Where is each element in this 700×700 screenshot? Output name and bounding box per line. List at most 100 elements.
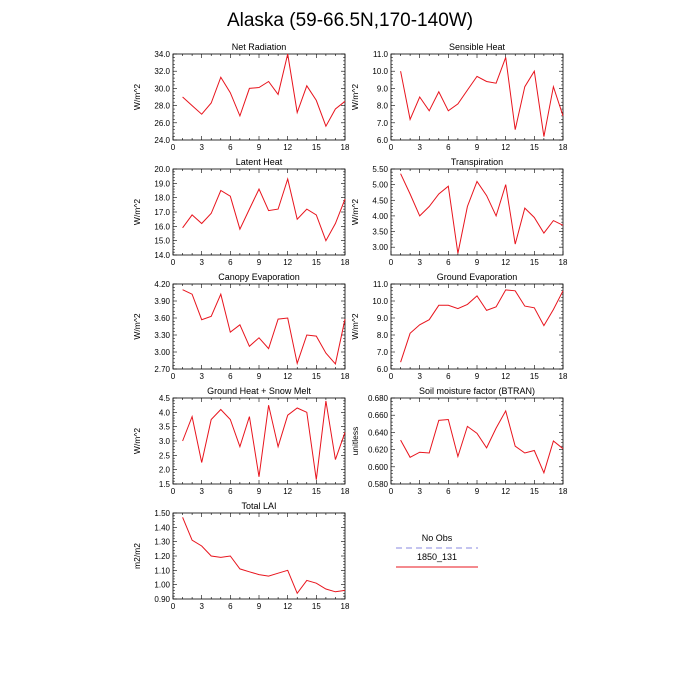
y-axis-label: W/m^2 (132, 199, 142, 225)
x-tick-label: 9 (475, 143, 480, 152)
y-tick-label: 0.620 (368, 446, 389, 455)
panel-title: Net Radiation (232, 42, 287, 52)
y-axis-label: W/m^2 (350, 199, 360, 225)
y-tick-label: 19.0 (154, 179, 170, 188)
y-tick-label: 28.0 (154, 102, 170, 111)
series-line (400, 173, 564, 254)
y-tick-label: 8.0 (377, 331, 389, 340)
y-tick-label: 15.0 (154, 237, 170, 246)
plot-frame (172, 53, 346, 141)
panel-title: Ground Heat + Snow Melt (207, 386, 311, 396)
y-tick-label: 11.0 (373, 50, 389, 59)
x-tick-label: 12 (283, 143, 292, 152)
series-line (400, 409, 564, 475)
y-tick-label: 4.5 (159, 394, 171, 403)
plot-frame (172, 168, 346, 256)
x-tick-label: 9 (475, 258, 480, 267)
y-tick-label: 30.0 (154, 84, 170, 93)
y-tick-label: 1.50 (154, 509, 170, 518)
y-tick-label: 14.0 (154, 251, 170, 260)
y-tick-label: 5.00 (372, 181, 388, 190)
series-line (182, 400, 346, 480)
x-tick-label: 3 (199, 487, 204, 496)
x-tick-label: 0 (171, 602, 176, 611)
x-tick-label: 18 (341, 602, 350, 611)
series-line (182, 517, 346, 595)
x-tick-label: 15 (312, 372, 321, 381)
x-tick-label: 0 (171, 372, 176, 381)
y-tick-label: 1.20 (154, 552, 170, 561)
y-tick-label: 16.0 (154, 222, 170, 231)
panel: Total LAI m2/m2 0 3 6 9 12 15 18 0.90 1.00 1.10 1.20… (132, 501, 350, 611)
panel: Canopy Evaporation W/m^2 0 3 6 9 12 15 18 2.70 3.0… (132, 272, 350, 381)
panel: Sensible Heat W/m^2 0 3 6 9 12 15 18 6.0 7.0 8.0 9.0… (350, 42, 568, 152)
x-tick-label: 18 (341, 487, 350, 496)
y-tick-label: 0.640 (368, 428, 389, 437)
x-tick-label: 9 (257, 602, 262, 611)
legend-label-model: 1850_131 (417, 552, 457, 562)
x-tick-label: 0 (171, 487, 176, 496)
y-tick-label: 9.0 (377, 84, 389, 93)
x-tick-label: 3 (417, 372, 422, 381)
y-tick-label: 18.0 (154, 194, 170, 203)
y-tick-label: 7.0 (377, 348, 389, 357)
y-tick-label: 1.5 (159, 480, 171, 489)
y-tick-label: 4.50 (372, 196, 388, 205)
y-tick-label: 6.0 (377, 365, 389, 374)
y-tick-label: 3.5 (159, 423, 171, 432)
y-tick-label: 0.90 (154, 595, 170, 604)
y-tick-label: 4.00 (372, 212, 388, 221)
x-tick-label: 6 (446, 258, 451, 267)
y-axis-label: W/m^2 (350, 313, 360, 339)
panel: Ground Heat + Snow Melt W/m^2 0 3 6 9 12 15 18 1.… (132, 386, 350, 496)
y-tick-label: 9.0 (377, 314, 389, 323)
legend-label-obs: No Obs (422, 533, 453, 543)
panel: Net Radiation W/m^2 0 3 6 9 12 15 18 24.0 26.0 28.0… (132, 42, 350, 152)
y-tick-label: 6.0 (377, 136, 389, 145)
x-tick-label: 6 (446, 372, 451, 381)
panel: Soil moisture factor (BTRAN) unitless 0 3 6 9… (350, 386, 568, 496)
plot-frame (172, 283, 346, 370)
x-tick-label: 12 (501, 143, 510, 152)
x-tick-label: 3 (417, 487, 422, 496)
x-tick-label: 9 (257, 258, 262, 267)
legend: No Obs 1850_131 (396, 533, 478, 568)
x-tick-label: 6 (228, 258, 233, 267)
x-tick-label: 6 (228, 602, 233, 611)
x-tick-label: 15 (530, 487, 539, 496)
x-tick-label: 0 (171, 258, 176, 267)
x-tick-label: 9 (257, 143, 262, 152)
x-tick-label: 18 (341, 143, 350, 152)
x-tick-label: 12 (501, 372, 510, 381)
x-tick-label: 3 (417, 143, 422, 152)
x-tick-label: 0 (389, 143, 394, 152)
y-tick-label: 7.0 (377, 119, 389, 128)
x-tick-label: 18 (559, 143, 568, 152)
y-tick-label: 1.00 (154, 581, 170, 590)
y-tick-label: 3.30 (154, 331, 170, 340)
x-tick-label: 12 (283, 602, 292, 611)
y-tick-label: 10.0 (372, 67, 388, 76)
panel-title: Sensible Heat (449, 42, 506, 52)
y-axis-label: W/m^2 (132, 84, 142, 110)
y-tick-label: 0.580 (368, 480, 389, 489)
x-tick-label: 12 (501, 487, 510, 496)
y-axis-label: m2/m2 (132, 543, 142, 569)
x-tick-label: 15 (530, 143, 539, 152)
panel: Latent Heat W/m^2 0 3 6 9 12 15 18 14.0 15.0 16.0 17… (132, 157, 350, 267)
x-tick-label: 18 (559, 258, 568, 267)
y-tick-label: 26.0 (154, 119, 170, 128)
y-tick-label: 0.660 (368, 411, 389, 420)
x-tick-label: 9 (475, 372, 480, 381)
x-tick-label: 0 (171, 143, 176, 152)
panel-grid: Net Radiation W/m^2 0 3 6 9 12 15 18 24.0 26.0 28.0… (132, 42, 568, 611)
y-tick-label: 20.0 (154, 165, 170, 174)
y-axis-label: W/m^2 (350, 84, 360, 110)
x-tick-label: 6 (228, 143, 233, 152)
y-tick-label: 8.0 (377, 102, 389, 111)
y-tick-label: 3.60 (154, 314, 170, 323)
x-tick-label: 15 (312, 258, 321, 267)
y-tick-label: 11.0 (373, 280, 389, 289)
panel-title: Soil moisture factor (BTRAN) (419, 386, 535, 396)
figure-title: Alaska (59-66.5N,170-140W) (227, 10, 473, 31)
